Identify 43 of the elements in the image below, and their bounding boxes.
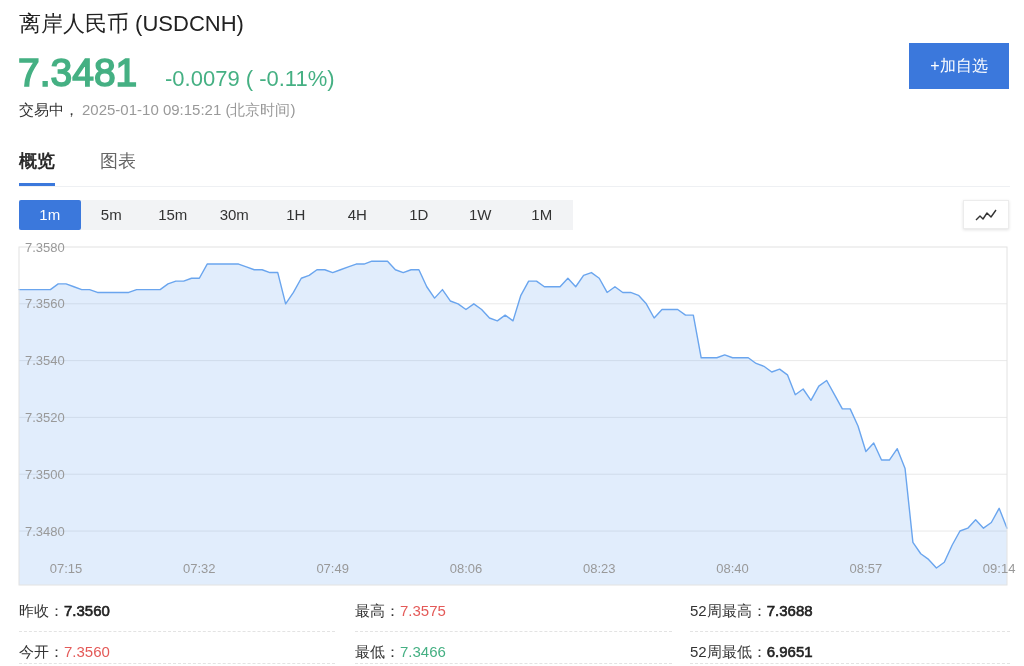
y-tick-label: 7.3520 — [25, 409, 65, 425]
range-label: 1D — [409, 206, 429, 223]
range-label: 5m — [100, 206, 122, 223]
last-price: 7.3481 — [18, 50, 138, 96]
price-change: -0.0079 ( -0.11%) — [165, 65, 335, 93]
range-label: 30m — [219, 206, 249, 223]
stat-label: 最高： — [355, 602, 400, 619]
x-tick-label: 08:06 — [449, 561, 483, 576]
stat-label: 52周最低： — [690, 643, 767, 660]
stat-label: 昨收： — [19, 602, 64, 619]
x-tick-label: 07:49 — [316, 561, 349, 576]
button-label: +加自选 — [930, 57, 988, 74]
y-tick-label: 7.3480 — [25, 523, 65, 539]
range-label: 1W — [469, 206, 492, 223]
range-label: 4H — [347, 206, 367, 223]
tab-label: 概览 — [19, 150, 55, 173]
range-label: 1m — [39, 206, 61, 223]
range-label: 15m — [158, 206, 188, 223]
tab-label: 图表 — [100, 150, 136, 173]
timestamp: 2025-01-10 09:15:21 (北京时间) — [82, 101, 296, 118]
x-tick-label: 07:32 — [183, 561, 216, 576]
y-tick-label: 7.3580 — [25, 239, 65, 255]
stat-value: 7.3688 — [766, 602, 813, 619]
y-tick-label: 7.3500 — [25, 466, 65, 482]
x-tick-label: 08:57 — [849, 561, 883, 576]
stat-value: 7.3466 — [400, 643, 446, 660]
x-tick-label: 08:40 — [716, 561, 749, 576]
stat-label: 最低： — [355, 643, 400, 660]
range-label: 1H — [286, 206, 306, 223]
x-tick-label: 08:23 — [582, 561, 616, 576]
x-tick-label: 07:15 — [49, 561, 83, 576]
stat-value: 7.3560 — [64, 602, 110, 619]
stat-label: 52周最高： — [690, 602, 767, 619]
y-tick-label: 7.3540 — [25, 353, 65, 369]
stat-value: 6.9651 — [766, 643, 813, 660]
title: 离岸人民币 (USDCNH) — [19, 10, 244, 38]
range-label: 1M — [531, 206, 553, 223]
stat-value: 7.3560 — [64, 643, 110, 660]
x-tick-label: 09:14 — [982, 561, 1016, 576]
stat-value: 7.3575 — [400, 602, 446, 619]
stat-label: 今开： — [19, 643, 64, 660]
status: 交易中， — [19, 101, 79, 118]
y-tick-label: 7.3560 — [25, 296, 65, 312]
